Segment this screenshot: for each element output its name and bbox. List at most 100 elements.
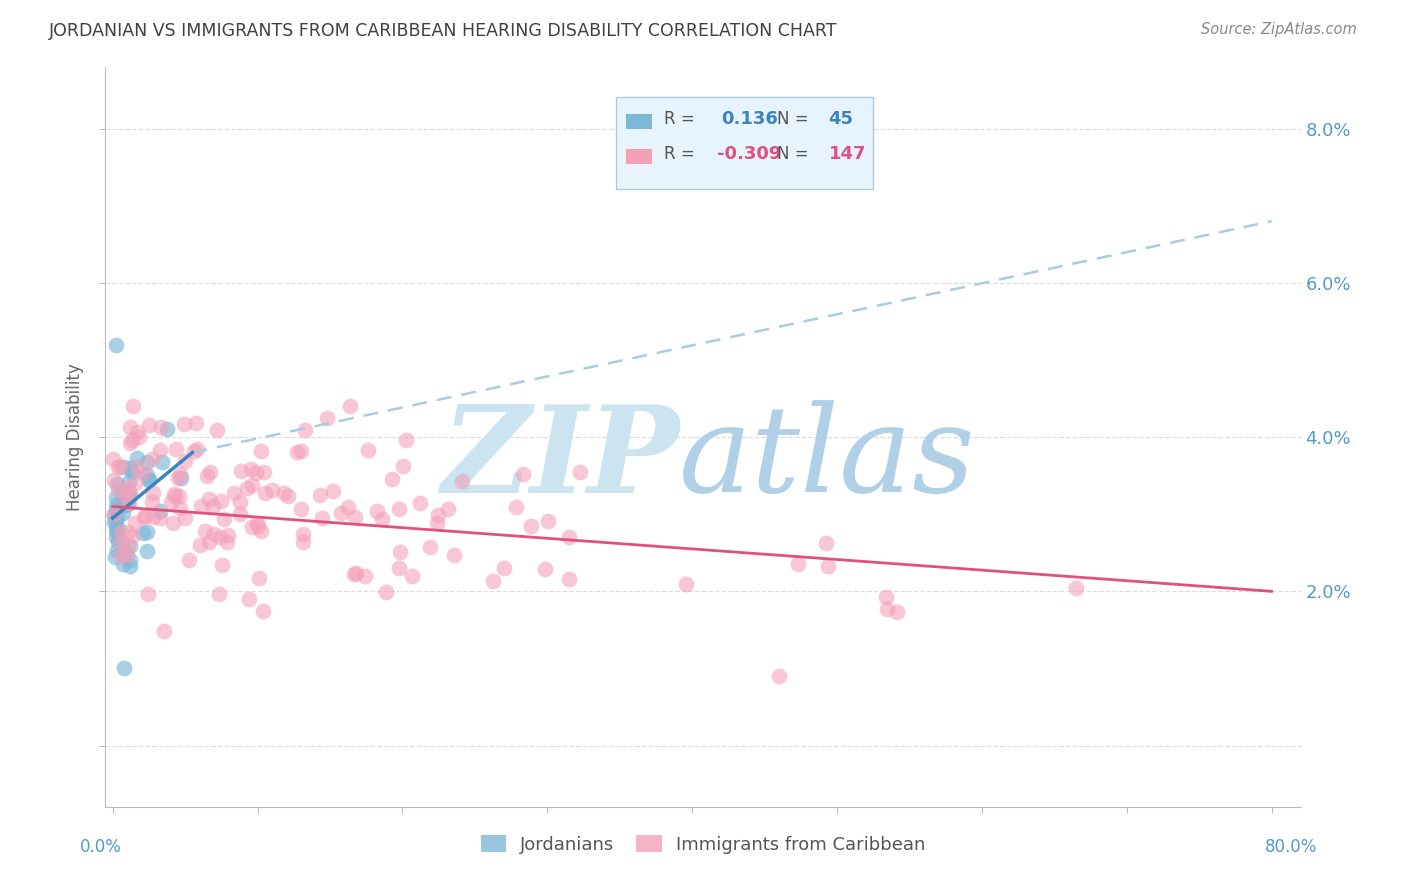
Immigrants from Caribbean bbox=[163, 487, 186, 501]
Immigrants from Caribbean bbox=[217, 528, 239, 542]
Immigrants from Caribbean bbox=[388, 545, 411, 559]
Jordanians bbox=[104, 516, 127, 530]
Immigrants from Caribbean bbox=[426, 516, 449, 531]
Immigrants from Caribbean bbox=[886, 605, 908, 619]
Immigrants from Caribbean bbox=[190, 499, 212, 513]
Immigrants from Caribbean bbox=[353, 569, 375, 583]
Jordanians bbox=[135, 454, 157, 468]
Immigrants from Caribbean bbox=[366, 503, 388, 517]
Immigrants from Caribbean bbox=[110, 458, 132, 473]
Immigrants from Caribbean bbox=[120, 486, 142, 500]
Immigrants from Caribbean bbox=[124, 516, 146, 531]
Immigrants from Caribbean bbox=[250, 444, 273, 458]
Immigrants from Caribbean bbox=[118, 420, 141, 434]
Jordanians bbox=[104, 530, 127, 544]
Immigrants from Caribbean bbox=[343, 566, 366, 581]
Immigrants from Caribbean bbox=[110, 549, 132, 563]
Immigrants from Caribbean bbox=[121, 433, 143, 447]
Text: 45: 45 bbox=[828, 110, 853, 128]
Immigrants from Caribbean bbox=[253, 465, 276, 479]
Immigrants from Caribbean bbox=[316, 411, 339, 425]
Jordanians bbox=[135, 467, 157, 482]
Immigrants from Caribbean bbox=[401, 569, 423, 583]
Immigrants from Caribbean bbox=[107, 483, 129, 498]
Text: atlas: atlas bbox=[679, 401, 976, 518]
Jordanians bbox=[103, 515, 125, 529]
Jordanians bbox=[105, 503, 128, 517]
Immigrants from Caribbean bbox=[174, 454, 197, 468]
Immigrants from Caribbean bbox=[169, 500, 191, 515]
Jordanians bbox=[170, 471, 193, 485]
Immigrants from Caribbean bbox=[294, 423, 316, 437]
Jordanians bbox=[118, 491, 141, 506]
Immigrants from Caribbean bbox=[558, 530, 581, 544]
Immigrants from Caribbean bbox=[120, 436, 142, 450]
Immigrants from Caribbean bbox=[817, 558, 839, 573]
Jordanians bbox=[105, 491, 128, 505]
Immigrants from Caribbean bbox=[160, 495, 183, 509]
Immigrants from Caribbean bbox=[568, 465, 591, 479]
Immigrants from Caribbean bbox=[195, 469, 218, 483]
Immigrants from Caribbean bbox=[388, 501, 411, 516]
Text: N =: N = bbox=[778, 145, 808, 162]
Immigrants from Caribbean bbox=[183, 444, 205, 458]
Jordanians bbox=[135, 524, 157, 539]
Immigrants from Caribbean bbox=[253, 485, 276, 500]
Immigrants from Caribbean bbox=[443, 549, 465, 563]
Immigrants from Caribbean bbox=[188, 538, 211, 552]
Immigrants from Caribbean bbox=[107, 460, 129, 475]
Immigrants from Caribbean bbox=[153, 624, 176, 639]
Text: 147: 147 bbox=[828, 145, 866, 162]
Immigrants from Caribbean bbox=[212, 512, 235, 526]
Immigrants from Caribbean bbox=[242, 478, 264, 492]
Immigrants from Caribbean bbox=[229, 494, 252, 508]
Immigrants from Caribbean bbox=[337, 500, 360, 515]
Immigrants from Caribbean bbox=[211, 558, 233, 573]
Immigrants from Caribbean bbox=[815, 536, 838, 550]
Immigrants from Caribbean bbox=[520, 519, 543, 533]
Immigrants from Caribbean bbox=[357, 443, 380, 458]
Immigrants from Caribbean bbox=[277, 489, 299, 503]
Immigrants from Caribbean bbox=[273, 486, 295, 500]
Immigrants from Caribbean bbox=[165, 489, 187, 503]
Jordanians bbox=[132, 525, 155, 540]
Legend: Jordanians, Immigrants from Caribbean: Jordanians, Immigrants from Caribbean bbox=[474, 828, 932, 861]
Jordanians bbox=[156, 421, 179, 435]
Immigrants from Caribbean bbox=[427, 508, 450, 522]
Immigrants from Caribbean bbox=[110, 524, 132, 539]
Text: 0.0%: 0.0% bbox=[80, 838, 122, 856]
Jordanians bbox=[105, 477, 128, 491]
Immigrants from Caribbean bbox=[675, 577, 697, 591]
Jordanians bbox=[107, 509, 129, 524]
Immigrants from Caribbean bbox=[197, 491, 219, 506]
Immigrants from Caribbean bbox=[149, 511, 172, 525]
Immigrants from Caribbean bbox=[141, 451, 163, 466]
Immigrants from Caribbean bbox=[558, 572, 581, 586]
Jordanians bbox=[105, 542, 128, 557]
Immigrants from Caribbean bbox=[128, 430, 150, 444]
Immigrants from Caribbean bbox=[215, 534, 238, 549]
Immigrants from Caribbean bbox=[115, 549, 138, 563]
Immigrants from Caribbean bbox=[101, 452, 124, 467]
Immigrants from Caribbean bbox=[250, 524, 273, 538]
Immigrants from Caribbean bbox=[194, 524, 217, 538]
Jordanians bbox=[114, 545, 136, 559]
Immigrants from Caribbean bbox=[222, 485, 245, 500]
Text: 80.0%: 80.0% bbox=[1264, 838, 1317, 856]
Jordanians bbox=[136, 543, 159, 558]
Jordanians bbox=[120, 553, 142, 567]
Immigrants from Caribbean bbox=[252, 604, 274, 618]
Jordanians bbox=[120, 539, 142, 553]
Jordanians bbox=[103, 508, 125, 522]
Immigrants from Caribbean bbox=[103, 508, 125, 522]
Jordanians bbox=[112, 557, 135, 571]
Immigrants from Caribbean bbox=[125, 425, 148, 439]
Immigrants from Caribbean bbox=[322, 483, 344, 498]
Immigrants from Caribbean bbox=[290, 444, 312, 458]
Text: ZIP: ZIP bbox=[441, 400, 679, 518]
Jordanians bbox=[120, 461, 142, 475]
Immigrants from Caribbean bbox=[343, 510, 366, 524]
FancyBboxPatch shape bbox=[626, 112, 651, 129]
Immigrants from Caribbean bbox=[238, 592, 260, 607]
Jordanians bbox=[120, 558, 142, 573]
